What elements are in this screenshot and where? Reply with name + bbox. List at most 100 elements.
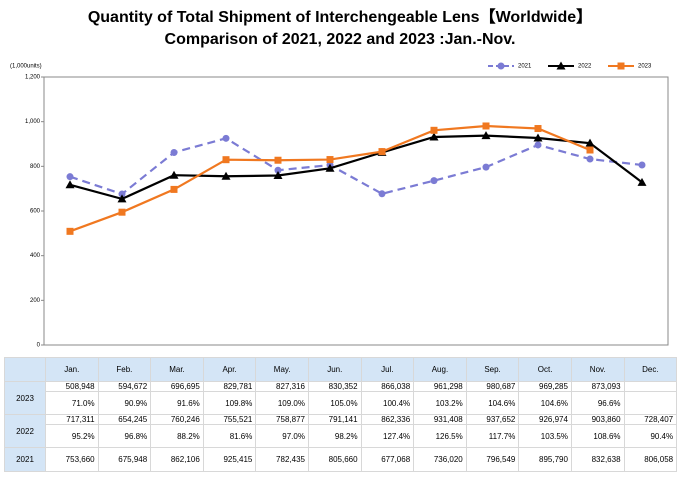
point — [169, 170, 179, 179]
value-cell: 594,672 — [97, 381, 152, 392]
value-cell: 806,058 — [623, 447, 678, 472]
value-cell: 675,948 — [97, 447, 152, 472]
point — [274, 156, 282, 164]
value-cell: 969,285 — [518, 381, 572, 392]
chart-subtitle: Comparison of 2021, 2022 and 2023 :Jan.-… — [165, 31, 516, 48]
series-line — [69, 137, 643, 196]
month-header: Feb. — [97, 357, 152, 382]
value-cell: 717,311 — [45, 414, 99, 425]
value-cell: 736,020 — [413, 447, 467, 472]
value-cell: 961,298 — [413, 381, 467, 392]
month-header: Nov. — [570, 357, 625, 382]
yoy-cell: 109.8% — [202, 391, 257, 415]
plot-frame — [43, 76, 669, 346]
point — [117, 194, 127, 203]
yoy-cell: 104.6% — [465, 391, 520, 415]
legend-label: 2022 — [578, 64, 592, 70]
value-cell: 903,860 — [570, 414, 625, 425]
y-tick-label: 600 — [30, 209, 41, 215]
table-row: Jan. Feb. Mar. Apr. May. Jun. Jul. Aug. Sep. Oct.… — [4, 357, 678, 382]
yoy-cell: 96.8% — [97, 424, 152, 448]
year-label: 2022 — [4, 414, 46, 448]
value-cell: 728,407 — [623, 414, 678, 425]
value-cell: 755,521 — [202, 414, 257, 425]
y-unit: (1,000units) — [10, 64, 42, 70]
point — [66, 227, 74, 235]
value-cell: 696,695 — [150, 381, 204, 392]
value-cell: 654,245 — [97, 414, 152, 425]
yoy-cell: 104.6% — [518, 391, 572, 415]
month-header: Dec. — [623, 357, 678, 382]
point — [378, 190, 386, 198]
point — [586, 155, 594, 163]
month-header: Mar. — [150, 357, 204, 382]
point — [221, 171, 231, 180]
point — [534, 141, 542, 149]
point — [273, 171, 283, 180]
y-tick-label: 0 — [37, 343, 41, 349]
table-row: 2021 753,660 675,948 862,106 925,415 782,435 8… — [4, 447, 678, 472]
y-tick-label: 1,200 — [25, 75, 41, 81]
value-cell: 760,246 — [150, 414, 204, 425]
y-tick-label: 1,000 — [25, 119, 41, 125]
value-cell: 827,316 — [255, 381, 309, 392]
y-tick-label: 200 — [30, 298, 41, 304]
point — [482, 122, 490, 130]
point — [170, 185, 178, 193]
value-cell: 832,638 — [570, 447, 625, 472]
value-cell: 805,660 — [307, 447, 362, 472]
value-cell: 758,877 — [255, 414, 309, 425]
month-header: Apr. — [202, 357, 257, 382]
value-cell: 782,435 — [255, 447, 309, 472]
point — [66, 173, 74, 181]
value-cell: 866,038 — [360, 381, 415, 392]
point — [617, 62, 625, 70]
point — [556, 61, 566, 70]
yoy-cell: 88.2% — [150, 424, 204, 448]
point — [497, 62, 505, 70]
value-cell: 980,687 — [465, 381, 520, 392]
value-cell — [623, 381, 678, 392]
table-row: 2022 717,311 654,245 760,246 755,521 758,877 7… — [4, 414, 678, 448]
value-cell: 862,106 — [150, 447, 204, 472]
yoy-cell: 105.0% — [307, 391, 362, 415]
table-row: 71.0% 90.9% 91.6% 109.8% 109.0% 105.0% 100.4% 1… — [5, 391, 678, 415]
point — [637, 177, 647, 186]
point — [430, 126, 438, 134]
month-header: Jun. — [307, 357, 362, 382]
value-cell: 791,141 — [307, 414, 362, 425]
yoy-cell: 100.4% — [360, 391, 415, 415]
point — [65, 180, 75, 189]
point — [118, 208, 126, 216]
series-line — [69, 124, 591, 233]
point — [638, 161, 646, 169]
value-cell: 862,336 — [360, 414, 415, 425]
point — [325, 163, 335, 172]
value-cell: 796,549 — [465, 447, 520, 472]
month-header: Aug. — [413, 357, 467, 382]
y-tick-label: 400 — [30, 253, 41, 259]
point — [274, 166, 282, 174]
yoy-cell: 90.4% — [623, 424, 678, 448]
month-header: May. — [255, 357, 309, 382]
yoy-cell: 98.2% — [307, 424, 362, 448]
point — [482, 163, 490, 171]
point — [429, 132, 439, 141]
value-cell: 873,093 — [570, 381, 625, 392]
data-table: Jan. Feb. Mar. Apr. May. Jun. Jul. Aug. Sep. Oct.… — [4, 357, 678, 472]
chart-title: Quantity of Total Shipment of Intercheng… — [88, 8, 592, 26]
yoy-cell: 81.6% — [202, 424, 257, 448]
yoy-cell: 103.2% — [413, 391, 467, 415]
year-label: 2021 — [4, 447, 46, 472]
value-cell: 937,652 — [465, 414, 520, 425]
point — [430, 177, 438, 185]
value-cell: 926,974 — [518, 414, 572, 425]
point — [222, 156, 230, 164]
point — [222, 134, 230, 142]
yoy-cell: 103.5% — [518, 424, 572, 448]
table-row: 2023 508,948 594,672 696,695 829,781 827,316 8… — [4, 381, 678, 415]
yoy-cell: 108.6% — [570, 424, 625, 448]
yoy-cell: 95.2% — [45, 424, 99, 448]
point — [326, 156, 334, 164]
